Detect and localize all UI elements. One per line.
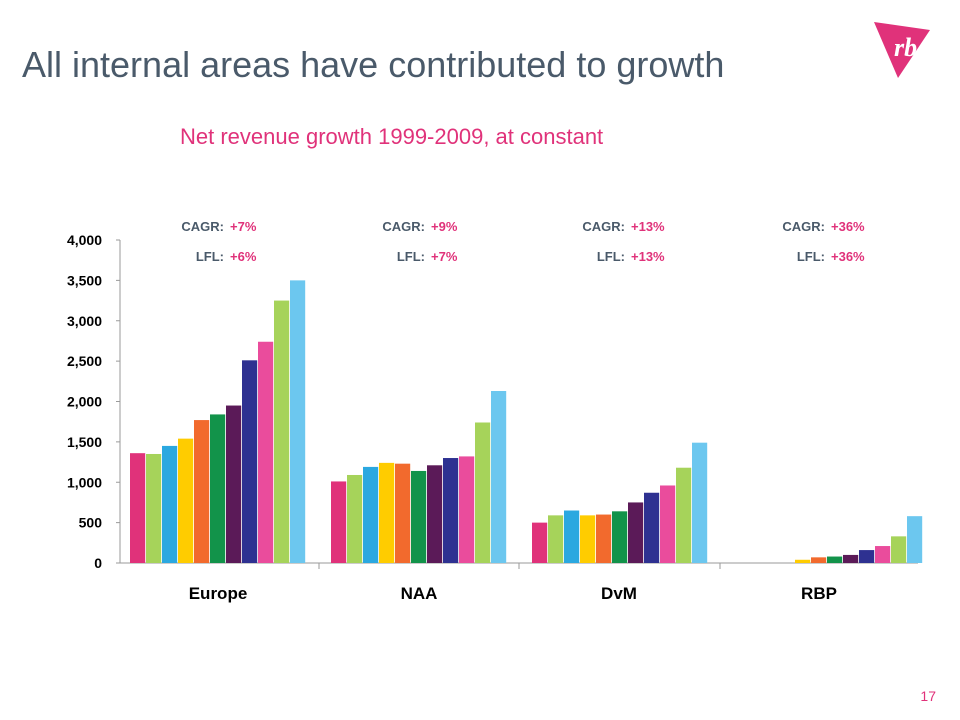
bar-europe [194,420,210,563]
y-tick-label: 2,000 [67,394,102,410]
bar-europe [274,300,290,563]
cagr-label: CAGR: [782,219,825,234]
bar-naa [459,456,475,563]
bar-rbp [795,559,811,563]
bar-rbp [827,556,843,563]
page-number: 17 [920,688,936,704]
bar-naa [475,422,491,563]
bar-dvm [676,467,692,563]
cagr-value: +9% [431,219,458,234]
bar-dvm [564,510,580,563]
cagr-value: +7% [230,219,257,234]
lfl-label: LFL: [797,249,825,264]
category-label: DvM [601,584,637,603]
bar-naa [411,470,427,563]
bar-rbp [875,546,891,563]
cagr-label: CAGR: [181,219,224,234]
category-label: Europe [189,584,248,603]
lfl-value: +13% [631,249,665,264]
bar-naa [379,462,395,563]
bar-dvm [692,442,708,563]
bar-dvm [612,511,628,563]
y-tick-label: 500 [79,515,103,531]
bar-naa [443,458,459,563]
cagr-label: CAGR: [582,219,625,234]
lfl-label: LFL: [597,249,625,264]
bar-rbp [859,550,875,563]
bar-dvm [580,515,596,563]
bar-naa [491,391,507,563]
bar-europe [178,438,194,563]
bar-dvm [532,522,548,563]
bar-rbp [907,516,923,563]
y-tick-label: 3,000 [67,313,102,329]
category-label: NAA [401,584,438,603]
chart-title: Net revenue growth 1999-2009, at constan… [180,124,604,149]
cagr-label: CAGR: [382,219,425,234]
bar-europe [210,414,226,563]
slide-title: All internal areas have contributed to g… [22,44,725,85]
bar-europe [242,360,258,563]
bar-europe [226,405,242,563]
bar-europe [130,453,146,563]
y-tick-label: 0 [94,555,102,571]
lfl-value: +36% [831,249,865,264]
bar-europe [146,453,162,563]
y-tick-label: 1,500 [67,434,102,450]
category-label: RBP [801,584,837,603]
rb-logo-icon: rb [874,22,930,78]
cagr-value: +13% [631,219,665,234]
bar-naa [347,474,363,563]
bar-naa [395,463,411,563]
bar-naa [363,466,379,563]
bar-dvm [548,515,564,563]
lfl-label: LFL: [397,249,425,264]
bar-rbp [811,557,827,563]
lfl-label: LFL: [196,249,224,264]
bar-dvm [644,492,660,563]
cagr-value: +36% [831,219,865,234]
bar-rbp [891,536,907,563]
bar-europe [290,280,306,563]
bar-dvm [660,485,676,563]
y-tick-label: 2,500 [67,353,102,369]
bar-naa [331,481,347,563]
y-tick-label: 3,500 [67,272,102,288]
lfl-value: +6% [230,249,257,264]
bar-dvm [628,502,644,563]
y-tick-label: 1,000 [67,474,102,490]
bar-dvm [596,514,612,563]
bar-europe [162,445,178,563]
logo-text: rb [894,33,917,62]
y-tick-label: 4,000 [67,232,102,248]
bar-naa [427,465,443,563]
bar-europe [258,341,274,563]
lfl-value: +7% [431,249,458,264]
bar-rbp [843,554,859,563]
